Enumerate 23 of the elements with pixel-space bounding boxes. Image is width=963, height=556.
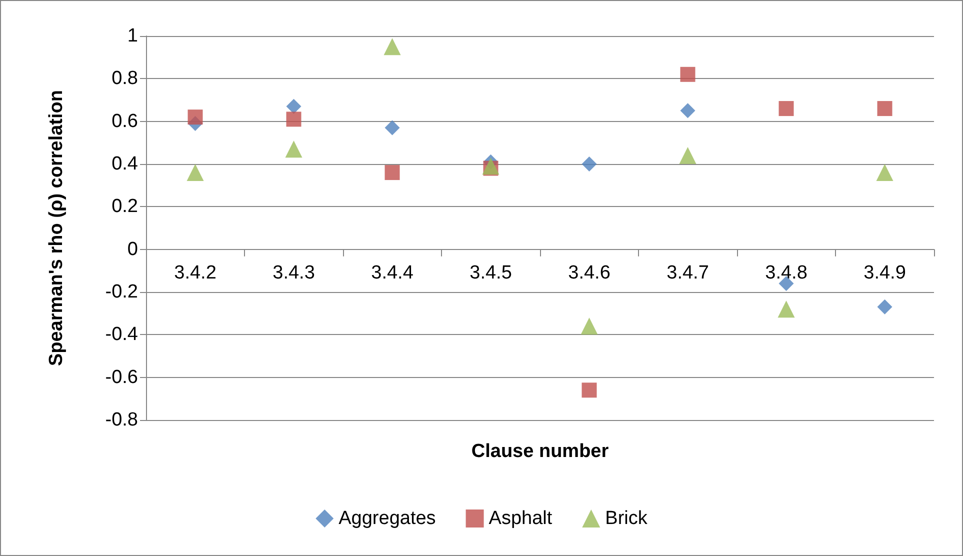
y-tick-label: 0.6 [112,110,138,132]
y-tick-label: 0 [127,238,138,260]
x-tick-label: 3.4.2 [174,262,216,284]
y-tick-label: 0.8 [112,68,138,90]
x-tick-label: 3.4.4 [371,262,414,284]
y-tick-label: -0.2 [105,282,138,302]
y-axis-title: Spearman's rho (ρ) correlation [46,90,67,366]
y-tick-label: -0.6 [105,366,138,388]
y-tick-label: 1 [127,26,138,46]
legend-label: Brick [605,508,648,529]
y-tick-label: -0.8 [105,410,138,430]
x-tick-label: 3.4.8 [765,262,808,284]
x-tick-label: 3.4.7 [666,262,709,284]
y-tick-label: 0.2 [112,196,138,218]
legend-label: Asphalt [488,508,553,529]
x-tick-label: 3.4.6 [568,262,610,284]
y-tick-label: 0.4 [112,154,138,174]
x-axis-title: Clause number [471,441,610,462]
x-tick-label: 3.4.3 [272,262,315,284]
x-tick-label: 3.4.9 [864,262,906,284]
x-tick-label: 3.4.5 [470,262,512,284]
y-tick-label: -0.4 [105,324,138,346]
legend-label: Aggregates [338,508,436,529]
